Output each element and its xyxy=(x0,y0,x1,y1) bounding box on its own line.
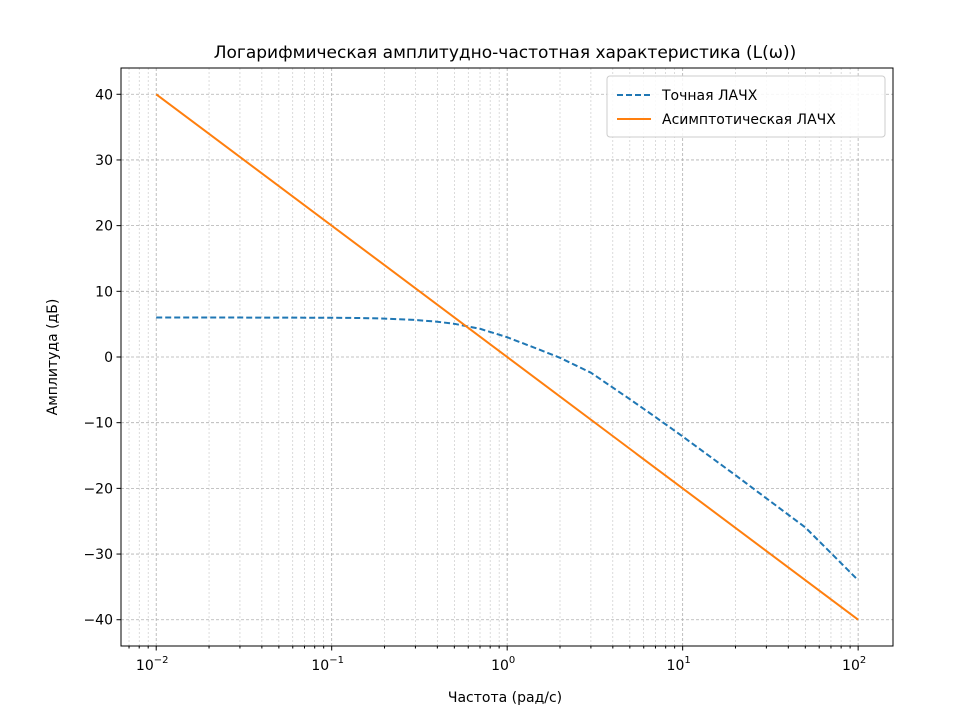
x-tick-exponent: 0 xyxy=(509,655,515,666)
x-tick-base: 10 xyxy=(491,658,509,674)
plot-series xyxy=(155,93,859,621)
y-axis-label: Амплитуда (дБ) xyxy=(45,299,61,416)
chart-title: Логарифмическая амплитудно-частотная хар… xyxy=(214,43,797,63)
x-tick-base: 10 xyxy=(842,658,860,674)
x-tick-exponent: 1 xyxy=(684,655,690,666)
legend: Точная ЛАЧХ Асимптотическая ЛАЧХ xyxy=(606,75,886,138)
series-line-asymptotic xyxy=(155,93,859,621)
y-tick-label: 20 xyxy=(95,219,113,235)
y-tick-label: 10 xyxy=(95,284,113,300)
x-tick-base: 10 xyxy=(311,658,329,674)
y-tick-label: 0 xyxy=(104,350,113,366)
x-tick-label: 100 xyxy=(491,655,515,674)
legend-label-asymptotic: Асимптотическая ЛАЧХ xyxy=(662,112,836,128)
y-tick-label: −40 xyxy=(83,613,113,629)
legend-box xyxy=(606,75,886,138)
y-tick-label: −30 xyxy=(83,547,113,563)
y-tick-label: −10 xyxy=(83,416,113,432)
x-axis-ticks: 10−2 10−1 100 101 102 xyxy=(128,646,866,674)
x-tick-label: 102 xyxy=(842,655,866,674)
y-axis-ticks: 40 30 20 10 0 −10 −20 −30 −40 xyxy=(83,87,121,629)
x-tick-base: 10 xyxy=(667,658,685,674)
y-tick-label: −20 xyxy=(83,481,113,497)
x-tick-base: 10 xyxy=(136,658,154,674)
x-tick-exponent: −2 xyxy=(154,655,169,666)
legend-label-exact: Точная ЛАЧХ xyxy=(661,88,758,104)
x-tick-exponent: −1 xyxy=(329,655,344,666)
x-tick-label: 101 xyxy=(667,655,691,674)
x-tick-label: 10−2 xyxy=(136,655,169,674)
x-axis-label: Частота (рад/с) xyxy=(448,690,562,706)
y-tick-label: 40 xyxy=(95,87,113,103)
x-tick-exponent: 2 xyxy=(860,655,866,666)
y-tick-label: 30 xyxy=(95,153,113,169)
x-tick-label: 10−1 xyxy=(311,655,344,674)
series-line-exact xyxy=(156,316,859,581)
